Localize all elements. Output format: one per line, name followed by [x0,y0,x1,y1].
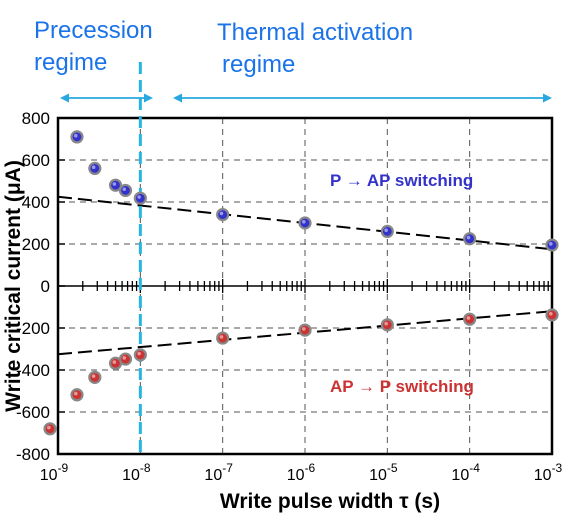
x-tick-label: 10-5 [369,461,398,484]
minor-ticks [57,279,549,293]
annotation-thermal-line: regime [222,51,295,78]
data-points [43,130,559,436]
data-point-highlight [549,242,553,246]
data-point [298,323,312,337]
data-point-highlight [384,228,388,232]
data-point [463,312,477,326]
data-point-highlight [302,327,306,331]
precession-regime-arrow [60,93,153,103]
y-tick-label: 200 [22,235,50,254]
data-point-highlight [122,187,127,192]
data-point [380,224,394,238]
data-point-highlight [91,374,96,378]
x-tick-label: 10-9 [40,461,69,484]
data-point-highlight [549,311,553,316]
y-tick-label: 0 [41,277,50,296]
data-point-highlight [466,316,471,320]
data-point [545,238,559,252]
x-axis-title: Write pulse width τ (s) [220,490,440,513]
data-point-highlight [219,211,224,216]
x-tick-label: 10-6 [287,461,316,484]
data-point [70,130,84,144]
data-point [380,318,394,332]
annotations: Precession regime Thermal activation regime [34,17,413,78]
annotation-precession-line: Precession [34,17,153,44]
data-point [88,370,102,384]
data-point-highlight [137,195,141,199]
data-point-highlight [47,425,51,430]
annotation-precession-line: regime [34,49,107,76]
y-tick-label: -800 [16,445,50,464]
y-tick-label: -600 [16,403,50,422]
y-axis-title: Write critical current (μA) [2,160,25,412]
x-tick-label: 10-8 [122,461,151,484]
x-tick-label: 10-3 [534,461,563,484]
regime-arrows [60,93,552,103]
arrow-head-right [543,93,552,103]
data-point-highlight [466,235,471,240]
data-point-highlight [112,360,117,364]
data-point-highlight [73,133,78,138]
annotation-thermal-line: Thermal activation [217,19,413,46]
y-tick-label: 400 [22,193,50,212]
data-point-highlight [137,351,141,356]
y-tick-label: -200 [16,319,50,338]
y-tick-label: 800 [22,109,50,128]
arrow-head-left [173,93,182,103]
data-point [43,422,57,436]
series-label-p-ap: P → AP switching [330,171,473,190]
data-point-highlight [73,391,78,396]
data-point-highlight [219,335,224,339]
data-point [70,388,84,402]
data-point [118,352,133,366]
data-point-highlight [91,165,96,169]
arrow-head-left [60,93,69,103]
data-point [108,178,123,192]
series-label-ap-p: AP → P switching [330,377,474,396]
data-point [216,331,230,345]
data-point [88,161,102,175]
data-point-highlight [302,220,306,224]
data-point [118,183,133,198]
y-tick-label: -400 [16,361,50,380]
data-point [216,208,230,222]
arrow-head-right [144,93,153,103]
data-point [298,216,312,230]
y-tick-label: 600 [22,151,50,170]
thermal-regime-arrow [173,93,552,103]
data-point [133,191,147,205]
x-tick-label: 10-4 [451,461,480,484]
data-point [545,308,559,322]
data-point-highlight [122,356,127,360]
data-point [463,232,477,246]
data-point [133,348,147,362]
data-point-highlight [112,182,117,186]
data-point-highlight [384,321,388,326]
x-tick-label: 10-7 [204,461,233,484]
